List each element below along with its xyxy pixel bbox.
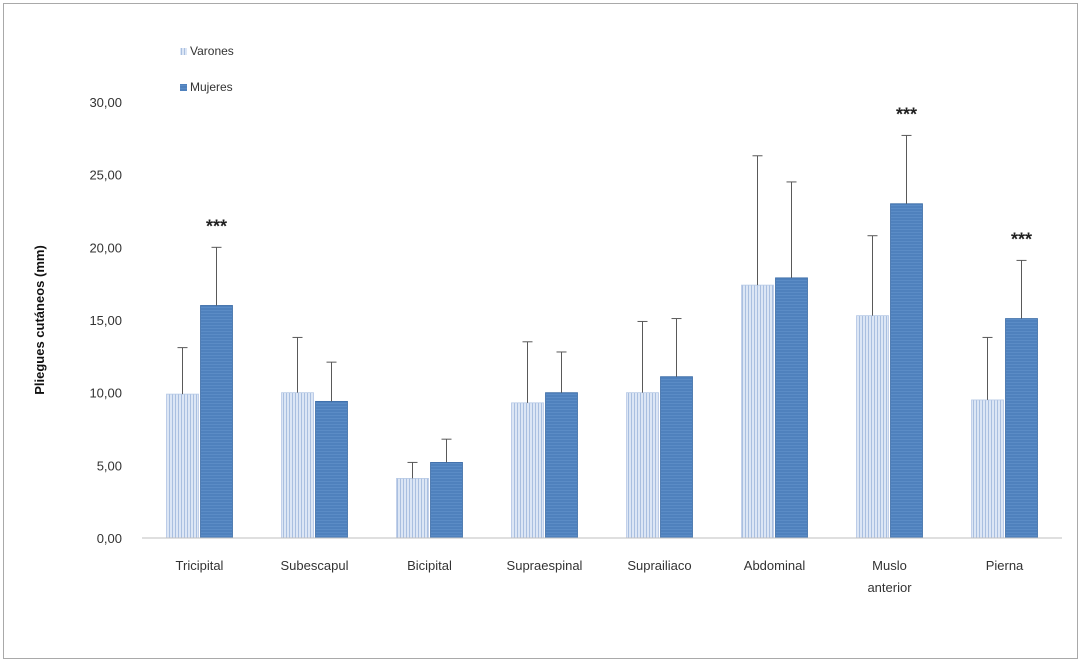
bar-mujeres — [775, 277, 808, 539]
y-axis: 0,00 5,00 10,00 15,00 20,00 25,00 30,00 Pliegue… — [32, 95, 122, 546]
x-tick-label: Suprailiaco — [627, 558, 691, 573]
x-axis: Tricipital Subescapul Bicipital Supraespina… — [142, 537, 1062, 595]
chart-frame: Varones Mujeres 0,00 5,00 10,00 15,00 20,00 25… — [3, 3, 1078, 659]
legend: Varones Mujeres — [180, 44, 234, 94]
x-tick-label: Pierna — [986, 558, 1024, 573]
legend-swatch-mujeres — [180, 84, 187, 91]
y-tick-label: 10,00 — [89, 386, 122, 401]
bar-mujeres — [430, 462, 463, 539]
x-tick-label: Bicipital — [407, 558, 452, 573]
x-tick-label: Supraespinal — [507, 558, 583, 573]
bar-varones — [166, 393, 199, 539]
x-tick-label: Subescapul — [281, 558, 349, 573]
bar-mujeres — [890, 203, 923, 539]
bar-varones — [971, 399, 1004, 539]
x-tick-label: Tricipital — [176, 558, 224, 573]
bar-varones — [281, 392, 314, 539]
significance-marker: *** — [896, 104, 917, 124]
x-tick-label: Abdominal — [744, 558, 806, 573]
y-tick-label: 0,00 — [97, 531, 122, 546]
bar-varones — [396, 478, 429, 539]
bar-mujeres — [545, 392, 578, 539]
bars: *** *** *** — [166, 104, 1038, 539]
y-tick-label: 5,00 — [97, 458, 122, 473]
bar-varones — [856, 315, 889, 539]
y-tick-label: 20,00 — [89, 240, 122, 255]
x-tick-label: Muslo — [872, 558, 907, 573]
bar-chart: Varones Mujeres 0,00 5,00 10,00 15,00 20,00 25… — [32, 44, 1062, 595]
bar-mujeres — [200, 305, 233, 539]
bar-mujeres — [315, 400, 348, 539]
legend-swatch-varones — [180, 48, 187, 55]
y-tick-label: 25,00 — [89, 168, 122, 183]
significance-marker: *** — [206, 216, 227, 236]
bar-varones — [741, 284, 774, 539]
significance-marker: *** — [1011, 229, 1032, 249]
y-tick-label: 15,00 — [89, 313, 122, 328]
legend-label-varones: Varones — [190, 44, 234, 58]
y-tick-label: 30,00 — [89, 95, 122, 110]
x-tick-label: anterior — [867, 580, 912, 595]
legend-label-mujeres: Mujeres — [190, 80, 233, 94]
bar-mujeres — [1005, 318, 1038, 539]
bar-varones — [511, 402, 544, 539]
y-axis-title: Pliegues cutáneos (mm) — [32, 245, 47, 395]
bar-varones — [626, 392, 659, 539]
bar-mujeres — [660, 376, 693, 539]
